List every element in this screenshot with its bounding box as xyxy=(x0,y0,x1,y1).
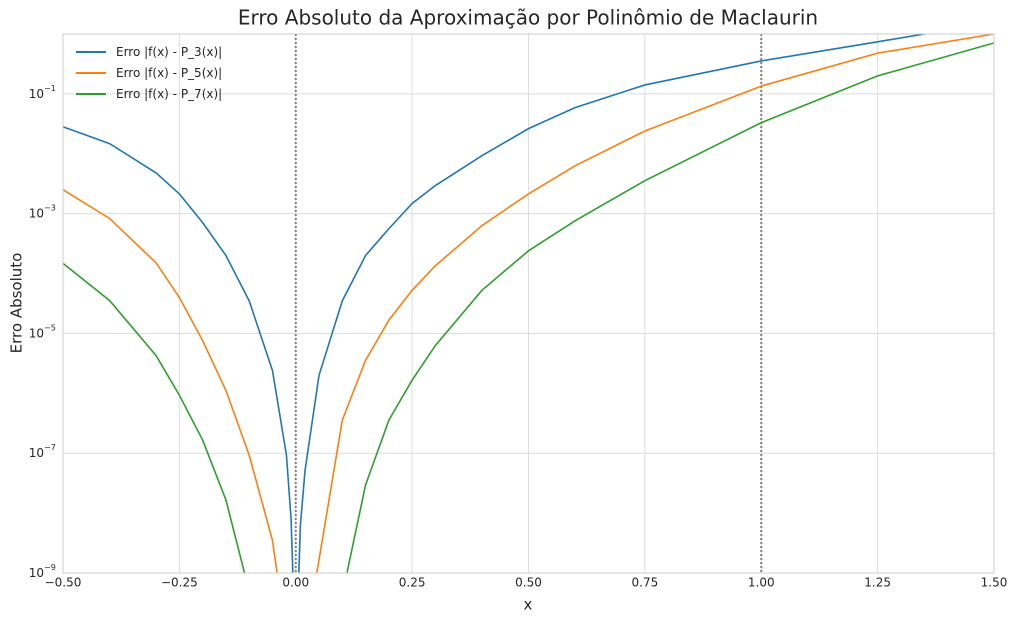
x-tick-label: 0.00 xyxy=(282,576,309,590)
x-tick-label: −0.50 xyxy=(45,576,82,590)
x-tick-label: 0.25 xyxy=(399,576,426,590)
plot-frame xyxy=(62,33,995,574)
y-tick-label: 10 xyxy=(29,446,44,460)
y-tick-exponent: −7 xyxy=(44,443,56,452)
y-tick-exponent: −9 xyxy=(44,563,56,572)
y-tick-exponent: −3 xyxy=(44,204,56,213)
x-tick-label: 0.75 xyxy=(632,576,659,590)
x-tick-label: 1.50 xyxy=(981,576,1008,590)
legend: Erro |f(x) - P_3(x)| Erro |f(x) - P_5(x)|… xyxy=(76,45,222,101)
series-line xyxy=(63,34,994,573)
grid xyxy=(62,34,995,574)
series-line xyxy=(63,42,994,573)
legend-label: Erro |f(x) - P_7(x)| xyxy=(116,87,222,101)
y-tick-label: 10 xyxy=(29,87,44,101)
y-tick-label: 10 xyxy=(29,326,44,340)
x-tick-label: 0.50 xyxy=(515,576,542,590)
x-tick-label: 1.00 xyxy=(748,576,775,590)
legend-label: Erro |f(x) - P_5(x)| xyxy=(116,66,222,80)
x-tick-label: 1.25 xyxy=(864,576,891,590)
chart-title: Erro Absoluto da Aproximação por Polinôm… xyxy=(238,6,818,30)
legend-label: Erro |f(x) - P_3(x)| xyxy=(116,45,222,59)
y-axis-label: Erro Absoluto xyxy=(8,253,26,354)
y-tick-label: 10 xyxy=(29,207,44,221)
y-tick-exponent: −5 xyxy=(44,323,56,332)
plot-area xyxy=(63,34,994,573)
series-line xyxy=(63,34,931,573)
y-tick-exponent: −1 xyxy=(44,84,56,93)
x-tick-label: −0.25 xyxy=(161,576,198,590)
y-tick-label: 10 xyxy=(29,566,44,580)
x-axis-label: x xyxy=(524,596,533,614)
